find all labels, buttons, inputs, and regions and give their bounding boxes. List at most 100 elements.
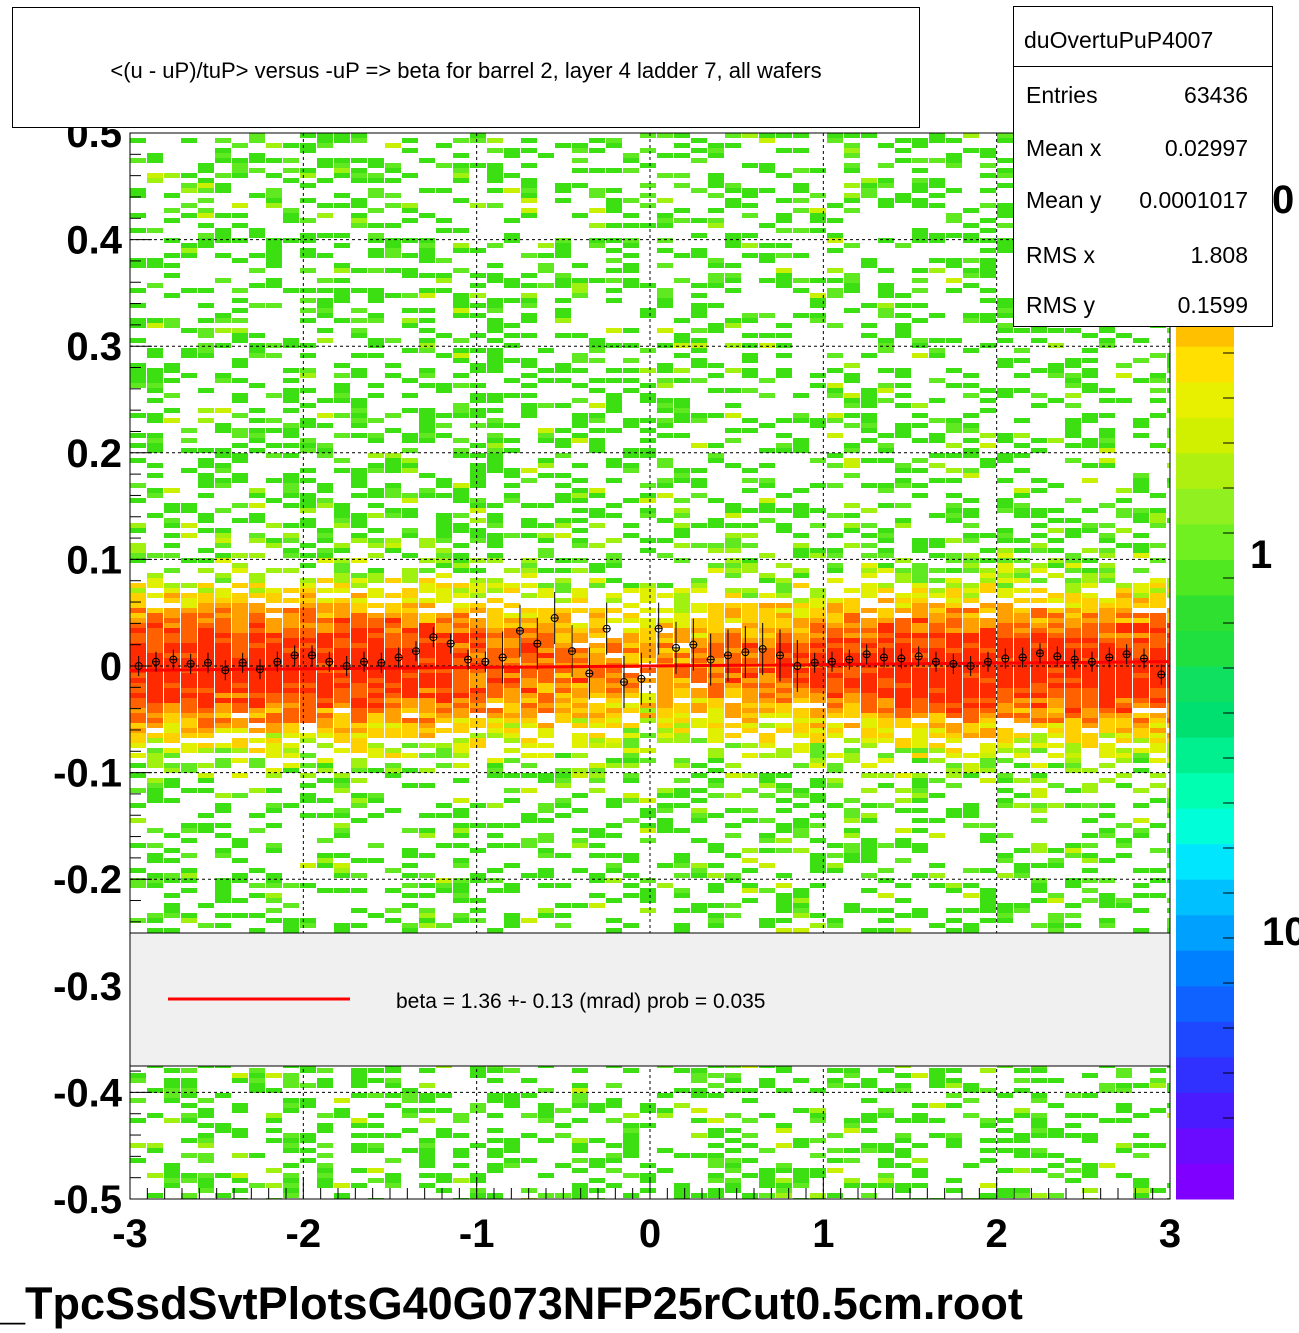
heatmap-cell (691, 253, 707, 258)
heatmap-cell (215, 713, 231, 718)
heatmap-cell (929, 633, 945, 638)
heatmap-cell (572, 588, 588, 593)
heatmap-cell (742, 648, 758, 653)
heatmap-cell (1014, 1113, 1030, 1118)
heatmap-cell (674, 353, 690, 358)
heatmap-cell (419, 243, 435, 248)
heatmap-cell (861, 418, 877, 423)
heatmap-cell (249, 503, 265, 508)
heatmap-cell (181, 1083, 197, 1088)
heatmap-cell (878, 1108, 894, 1113)
heatmap-cell (249, 603, 265, 608)
heatmap-cell (861, 928, 877, 933)
heatmap-cell (317, 768, 333, 773)
heatmap-cell (1031, 608, 1047, 613)
heatmap-cell (266, 1073, 282, 1078)
heatmap-cell (334, 573, 350, 578)
heatmap-cell (453, 843, 469, 848)
heatmap-cell (589, 188, 605, 193)
heatmap-cell (742, 508, 758, 513)
heatmap-cell (283, 923, 299, 928)
heatmap-cell (861, 908, 877, 913)
heatmap-cell (334, 598, 350, 603)
heatmap-cell (657, 223, 673, 228)
heatmap-cell (1014, 698, 1030, 703)
heatmap-cell (453, 643, 469, 648)
heatmap-cell (997, 678, 1013, 683)
heatmap-cell (708, 613, 724, 618)
heatmap-cell (725, 878, 741, 883)
heatmap-cell (283, 1133, 299, 1138)
heatmap-cell (878, 398, 894, 403)
heatmap-cell (606, 678, 622, 683)
heatmap-cell (232, 503, 248, 508)
heatmap-cell (742, 533, 758, 538)
heatmap-cell (368, 723, 384, 728)
heatmap-cell (725, 503, 741, 508)
heatmap-cell (708, 608, 724, 613)
heatmap-cell (878, 183, 894, 188)
heatmap-cell (147, 623, 163, 628)
heatmap-cell (368, 488, 384, 493)
heatmap-cell (198, 188, 214, 193)
heatmap-cell (810, 713, 826, 718)
heatmap-cell (895, 618, 911, 623)
heatmap-cell (453, 648, 469, 653)
heatmap-cell (436, 688, 452, 693)
heatmap-cell (232, 773, 248, 778)
heatmap-cell (997, 338, 1013, 343)
heatmap-cell (453, 173, 469, 178)
heatmap-cell (1014, 713, 1030, 718)
heatmap-cell (453, 358, 469, 363)
heatmap-cell (725, 708, 741, 713)
heatmap-cell (436, 218, 452, 223)
heatmap-cell (895, 198, 911, 203)
heatmap-cell (640, 393, 656, 398)
heatmap-cell (725, 1163, 741, 1168)
heatmap-cell (810, 608, 826, 613)
heatmap-cell (402, 663, 418, 668)
heatmap-cell (963, 708, 979, 713)
heatmap-cell (147, 443, 163, 448)
heatmap-cell (164, 703, 180, 708)
heatmap-cell (929, 613, 945, 618)
heatmap-cell (980, 633, 996, 638)
heatmap-cell (946, 648, 962, 653)
heatmap-cell (708, 328, 724, 333)
heatmap-cell (419, 383, 435, 388)
heatmap-cell (742, 1133, 758, 1138)
heatmap-cell (980, 228, 996, 233)
heatmap-cell (504, 378, 520, 383)
heatmap-cell (572, 398, 588, 403)
heatmap-cell (623, 588, 639, 593)
heatmap-cell (572, 1088, 588, 1093)
heatmap-cell (334, 138, 350, 143)
heatmap-cell (929, 158, 945, 163)
heatmap-cell (895, 658, 911, 663)
heatmap-cell (453, 633, 469, 638)
heatmap-cell (606, 398, 622, 403)
heatmap-cell (589, 763, 605, 768)
heatmap-cell (130, 1143, 146, 1148)
heatmap-cell (963, 498, 979, 503)
heatmap-cell (232, 563, 248, 568)
heatmap-cell (810, 483, 826, 488)
heatmap-cell (538, 638, 554, 643)
heatmap-cell (419, 638, 435, 643)
heatmap-cell (487, 443, 503, 448)
heatmap-cell (181, 603, 197, 608)
heatmap-cell (538, 678, 554, 683)
heatmap-cell (895, 1188, 911, 1193)
heatmap-cell (436, 643, 452, 648)
heatmap-cell (130, 818, 146, 823)
heatmap-cell (912, 1173, 928, 1178)
heatmap-cell (844, 1148, 860, 1153)
heatmap-cell (674, 333, 690, 338)
heatmap-cell (878, 1163, 894, 1168)
heatmap-cell (368, 343, 384, 348)
heatmap-cell (946, 568, 962, 573)
heatmap-cell (691, 443, 707, 448)
heatmap-cell (776, 603, 792, 608)
heatmap-cell (555, 598, 571, 603)
heatmap-cell (164, 723, 180, 728)
